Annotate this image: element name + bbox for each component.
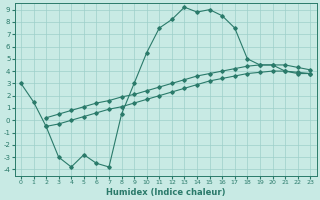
X-axis label: Humidex (Indice chaleur): Humidex (Indice chaleur)	[106, 188, 225, 197]
